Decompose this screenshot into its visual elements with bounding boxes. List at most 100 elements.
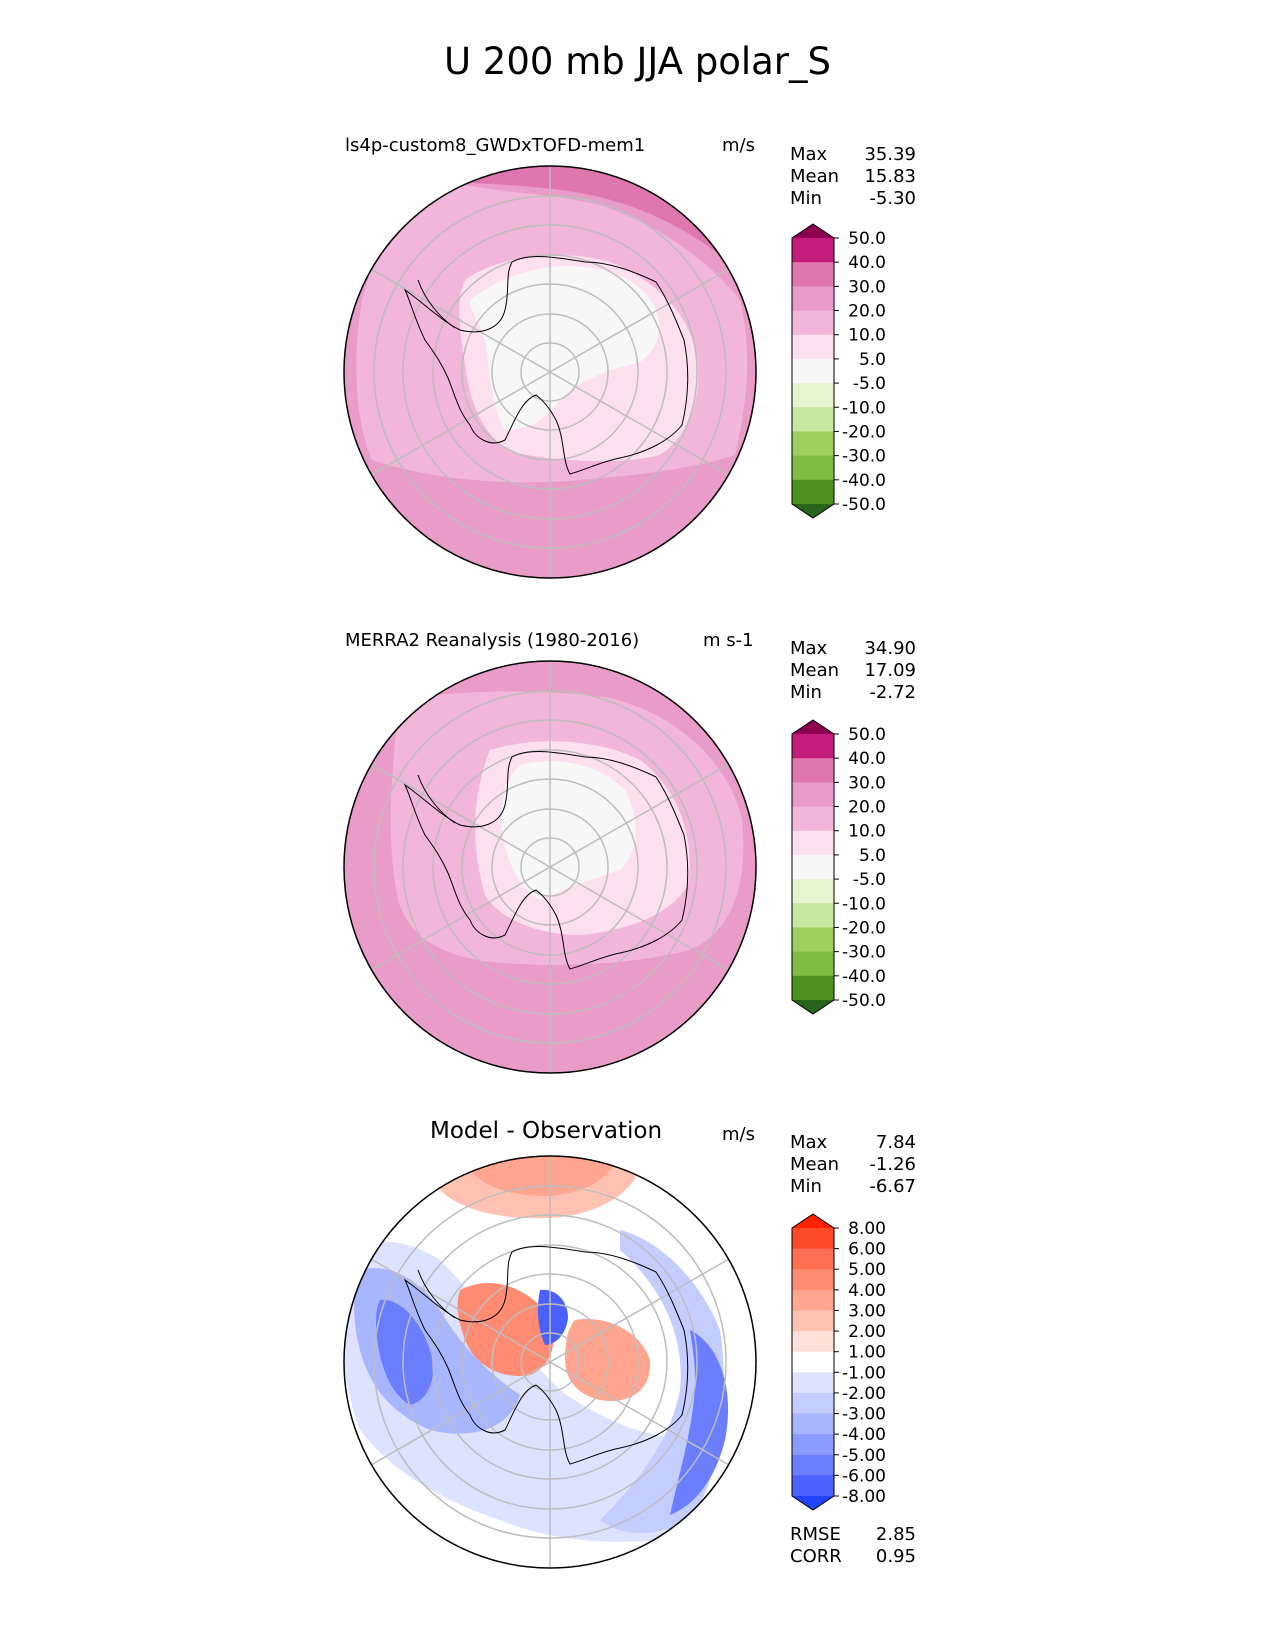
colorbar-tick-label: -50.0: [842, 495, 886, 515]
stat-label: Min: [790, 682, 822, 703]
stat-value: 34.90: [864, 638, 916, 659]
stat-value: -6.67: [869, 1176, 916, 1197]
colorbar-extend-max: [792, 720, 834, 734]
panel-2-map: [343, 660, 757, 1074]
colorbar-tick-label: 50.0: [848, 229, 886, 249]
colorbar-segment: [792, 1289, 834, 1311]
stat-label: Max: [790, 638, 828, 659]
stat-value: -2.72: [869, 682, 916, 703]
colorbar-tick-label: 10.0: [848, 326, 886, 346]
colorbar-segment: [792, 951, 834, 977]
stat-label: Mean: [790, 660, 840, 681]
panel-1-title: ls4p-custom8_GWDxTOFD-mem1: [345, 135, 646, 156]
colorbar-segment: [792, 1434, 834, 1456]
panel-2-units: m s-1: [703, 630, 754, 651]
colorbar-segment: [792, 431, 834, 457]
panel-3-colorbar: 8.006.005.004.003.002.001.00-1.00-2.00-3…: [791, 1213, 886, 1511]
colorbar-tick-label: 10.0: [848, 822, 886, 842]
stat-value: 2.85: [875, 1524, 916, 1545]
panel-3-graticule: [370, 1156, 730, 1568]
panel-2-map-boundary: [343, 660, 757, 1074]
stat-label: RMSE: [790, 1524, 841, 1545]
colorbar-tick-label: 8.00: [848, 1219, 886, 1239]
stat-value: 7.84: [875, 1132, 916, 1153]
colorbar-extend-max: [792, 224, 834, 238]
colorbar-segment: [792, 782, 834, 808]
colorbar-tick-label: 5.0: [859, 350, 886, 370]
colorbar-tick-label: 4.00: [848, 1281, 886, 1301]
figure-title: U 200 mb JJA polar_S: [443, 40, 832, 83]
panel-1-units: m/s: [722, 135, 755, 156]
colorbar-tick-label: -40.0: [842, 967, 886, 987]
colorbar-extend-min: [792, 1496, 834, 1510]
colorbar-tick-label: 40.0: [848, 749, 886, 769]
colorbar-tick-label: -10.0: [842, 398, 886, 418]
colorbar-segment: [792, 734, 834, 759]
colorbar-segment: [792, 1228, 834, 1250]
colorbar-tick-label: -2.00: [842, 1384, 886, 1404]
colorbar-tick-label: 1.00: [848, 1343, 886, 1363]
colorbar-segment: [792, 479, 834, 505]
colorbar-tick-label: -30.0: [842, 943, 886, 963]
colorbar-extend-min: [792, 1000, 834, 1014]
colorbar-segment: [792, 903, 834, 928]
colorbar-tick-label: -6.00: [842, 1466, 886, 1486]
colorbar-tick-label: -10.0: [842, 894, 886, 914]
colorbar-segment: [792, 806, 834, 832]
colorbar-tick-label: -5.00: [842, 1446, 886, 1466]
panel-3-stats: Max 7.84 Mean -1.26 Min -6.67: [790, 1132, 916, 1198]
stat-value: 0.95: [875, 1546, 916, 1567]
panel-3-extra-stats: RMSE 2.85 CORR 0.95: [790, 1524, 916, 1568]
panel-2-coastline: [403, 751, 689, 970]
colorbar-tick-label: 2.00: [848, 1322, 886, 1342]
colorbar-segment: [792, 879, 834, 904]
colorbar-tick-label: -30.0: [842, 447, 886, 467]
colorbar-segment: [792, 830, 834, 856]
panel-2-stats: Max 34.90 Mean 17.09 Min -2.72: [790, 638, 916, 704]
colorbar-segment: [792, 262, 834, 287]
colorbar-segment: [792, 286, 834, 312]
colorbar-segment: [792, 455, 834, 481]
colorbar-segment: [792, 1475, 834, 1497]
colorbar-tick-label: 20.0: [848, 798, 886, 818]
colorbar-tick-label: 30.0: [848, 277, 886, 297]
colorbar-tick-label: 30.0: [848, 773, 886, 793]
stat-value: 35.39: [864, 144, 916, 165]
panel-1-stats: Max 35.39 Mean 15.83 Min -5.30: [790, 144, 916, 210]
stat-value: 15.83: [864, 166, 916, 187]
colorbar-extend-max: [792, 1214, 834, 1228]
colorbar-segment: [792, 383, 834, 408]
colorbar-tick-label: -20.0: [842, 918, 886, 938]
colorbar-tick-label: 20.0: [848, 302, 886, 322]
stat-label: Min: [790, 1176, 822, 1197]
colorbar-tick-label: 40.0: [848, 253, 886, 273]
stat-label: Max: [790, 1132, 828, 1153]
stat-label: Max: [790, 144, 828, 165]
colorbar-segment: [792, 854, 834, 880]
panel-2-graticule: [370, 661, 730, 1073]
stat-value: -5.30: [869, 188, 916, 209]
colorbar-segment: [792, 1310, 834, 1332]
panel-1-coastline: [403, 256, 689, 475]
colorbar-segment: [792, 358, 834, 384]
stat-label: Min: [790, 188, 822, 209]
panel-1-map-boundary: [343, 165, 757, 579]
colorbar-segment: [792, 238, 834, 263]
panel-3-map: [343, 1155, 757, 1569]
stat-label: CORR: [790, 1546, 842, 1567]
colorbar-tick-label: -8.00: [842, 1487, 886, 1507]
colorbar-segment: [792, 1372, 834, 1394]
colorbar-segment: [792, 975, 834, 1001]
colorbar-segment: [792, 1413, 834, 1435]
panel-1-map: [343, 165, 757, 579]
colorbar-segment: [792, 407, 834, 432]
colorbar-segment: [792, 758, 834, 783]
stat-value: 17.09: [864, 660, 916, 681]
colorbar-tick-label: -1.00: [842, 1363, 886, 1383]
colorbar-tick-label: -3.00: [842, 1405, 886, 1425]
colorbar-segment: [792, 1269, 834, 1291]
colorbar-segment: [792, 1331, 834, 1353]
panel-3-coastline: [403, 1246, 689, 1465]
colorbar-segment: [792, 334, 834, 360]
colorbar-tick-label: -5.0: [853, 374, 886, 394]
